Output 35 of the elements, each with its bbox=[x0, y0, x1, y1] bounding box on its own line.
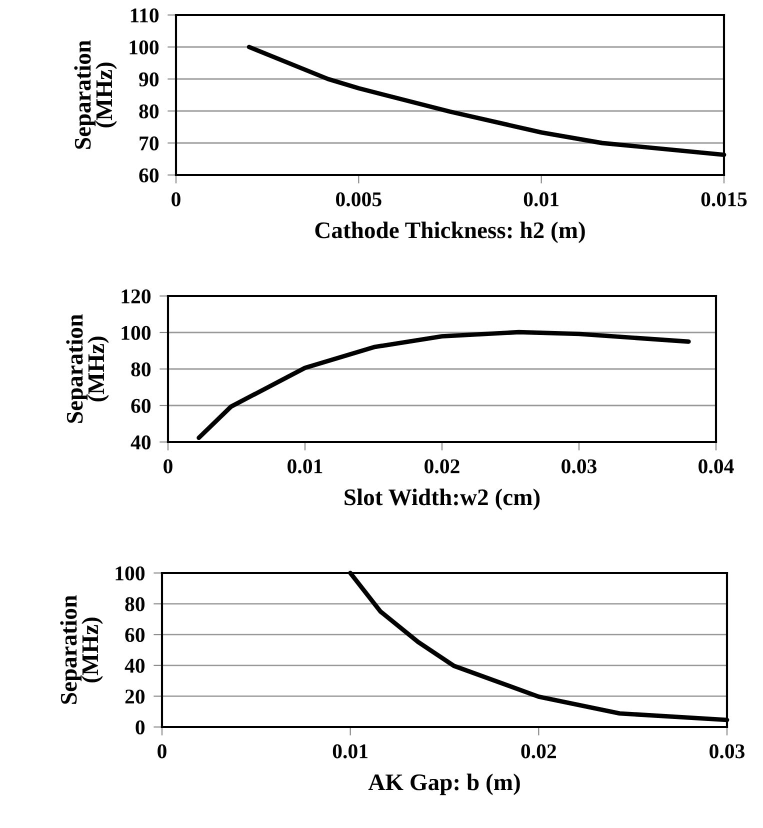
y-tick-label: 40 bbox=[130, 435, 151, 450]
y-axis-title: Separation (MHz) bbox=[74, 40, 117, 149]
y-tick-label: 100 bbox=[130, 40, 159, 54]
x-axis-title: Slot Width:w2 (cm) bbox=[344, 488, 540, 510]
y-tick-label: 80 bbox=[131, 362, 151, 376]
y-tick-label: 120 bbox=[122, 289, 151, 304]
y-tick-label: 110 bbox=[130, 8, 159, 22]
y-tick-label: 60 bbox=[139, 168, 159, 182]
x-tick-label: 0.03 bbox=[562, 459, 597, 474]
y-tick-label: 60 bbox=[131, 398, 151, 413]
y-tick-label: 20 bbox=[125, 690, 145, 704]
x-tick-label: 0.01 bbox=[288, 459, 322, 474]
x-tick-label: 0 bbox=[164, 459, 172, 474]
x-tick-label: 0 bbox=[172, 192, 180, 206]
y-tick-label: 90 bbox=[139, 72, 159, 86]
x-axis-title: Cathode Thickness: h2 (m) bbox=[315, 222, 585, 244]
y-tick-label: 100 bbox=[122, 326, 151, 340]
x-tick-label: 0.02 bbox=[521, 744, 556, 758]
x-tick-label: 0.015 bbox=[701, 192, 747, 206]
y-tick-label: 40 bbox=[124, 658, 145, 673]
x-tick-label: 0.01 bbox=[524, 192, 558, 206]
x-tick-label: 0.04 bbox=[698, 459, 734, 474]
x-tick-label: 0.03 bbox=[710, 744, 745, 758]
x-tick-label: 0.005 bbox=[336, 192, 382, 206]
x-tick-label: 0.02 bbox=[424, 459, 460, 474]
y-tick-label: 80 bbox=[139, 104, 159, 118]
y-tick-label: 60 bbox=[125, 628, 145, 642]
y-tick-label: 70 bbox=[140, 136, 159, 150]
x-axis-title: AK Gap: b (m) bbox=[368, 774, 520, 796]
y-axis-title: Separation (MHz) bbox=[60, 595, 103, 704]
y-axis-title: Separation (MHz) bbox=[66, 314, 109, 423]
x-tick-label: 0.01 bbox=[332, 744, 368, 758]
y-tick-label: 80 bbox=[125, 597, 145, 612]
y-tick-label: 100 bbox=[116, 566, 145, 580]
y-tick-label: 0 bbox=[136, 720, 145, 734]
